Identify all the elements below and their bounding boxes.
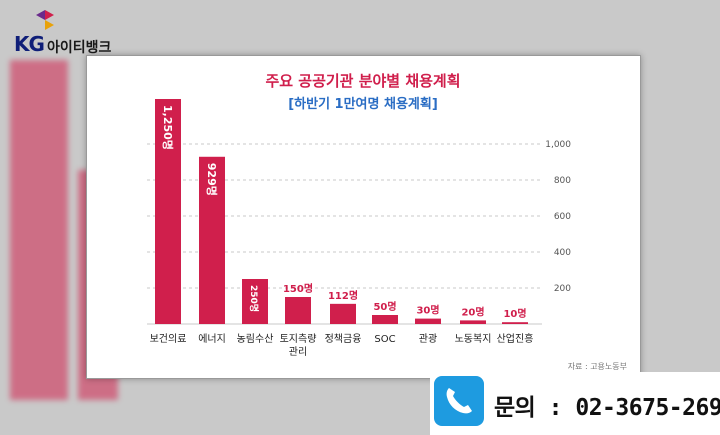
bar-value-label: 112명 — [328, 289, 358, 302]
x-category-label: 농림수산 — [237, 333, 274, 345]
bar-value-label: 50명 — [373, 300, 396, 313]
chart-title: 주요 공공기관 분야별 채용계획 — [265, 72, 460, 90]
y-tick-label: 400 — [554, 248, 571, 258]
x-category-label: 관광 — [419, 333, 437, 345]
x-category-label: 토지측량 — [280, 333, 317, 345]
bar — [285, 297, 311, 324]
bar-value-label: 250명 — [248, 285, 260, 312]
x-category-label: 산업진흥 — [497, 332, 534, 345]
brand-logo: KG 아이티뱅크 — [6, 6, 136, 56]
bar-value-label: 1,250명 — [161, 105, 175, 150]
chart-card: 주요 공공기관 분야별 채용계획 [하반기 1만여명 채용계획] 200 400 6… — [86, 55, 641, 379]
y-tick-label: 200 — [554, 284, 571, 294]
x-category-label: SOC — [374, 334, 395, 345]
bg-bar — [10, 60, 68, 400]
bar — [415, 318, 441, 324]
x-category-label: 정책금융 — [325, 333, 362, 345]
contact-text: 문의 : 02-3675-2690 — [494, 395, 720, 421]
bar-value-label: 929명 — [205, 163, 219, 196]
bar — [242, 279, 268, 324]
bar-value-label: 10명 — [503, 307, 526, 320]
logo-kg: KG — [14, 32, 45, 56]
brand-name: 아이티뱅크 — [47, 40, 112, 56]
y-tick-label: 600 — [554, 212, 571, 222]
bar-value-label: 150명 — [283, 282, 313, 295]
bar-chart: 주요 공공기관 분야별 채용계획 [하반기 1만여명 채용계획] 200 400 6… — [147, 72, 627, 371]
chart-source: 자료 : 고용노동부 — [568, 362, 627, 371]
y-tick-label: 800 — [554, 176, 571, 186]
contact-banner: 문의 : 02-3675-2690 — [430, 372, 720, 435]
bar — [502, 322, 528, 324]
phone-icon — [434, 376, 484, 426]
bar — [155, 99, 181, 324]
x-category-label: 노동복지 — [455, 333, 492, 345]
bar — [199, 156, 225, 324]
x-category-label: 에너지 — [198, 333, 226, 345]
bar — [372, 315, 398, 324]
chart-subtitle: [하반기 1만여명 채용계획] — [288, 96, 438, 112]
x-category-label: 관리 — [289, 346, 307, 358]
bar — [460, 320, 486, 324]
brand-mark-icon — [36, 10, 54, 30]
bar — [330, 303, 356, 324]
x-category-label: 보건의료 — [150, 333, 187, 345]
y-tick-label: 1,000 — [545, 140, 571, 150]
bar-value-label: 30명 — [416, 304, 439, 317]
bar-value-label: 20명 — [461, 305, 484, 318]
